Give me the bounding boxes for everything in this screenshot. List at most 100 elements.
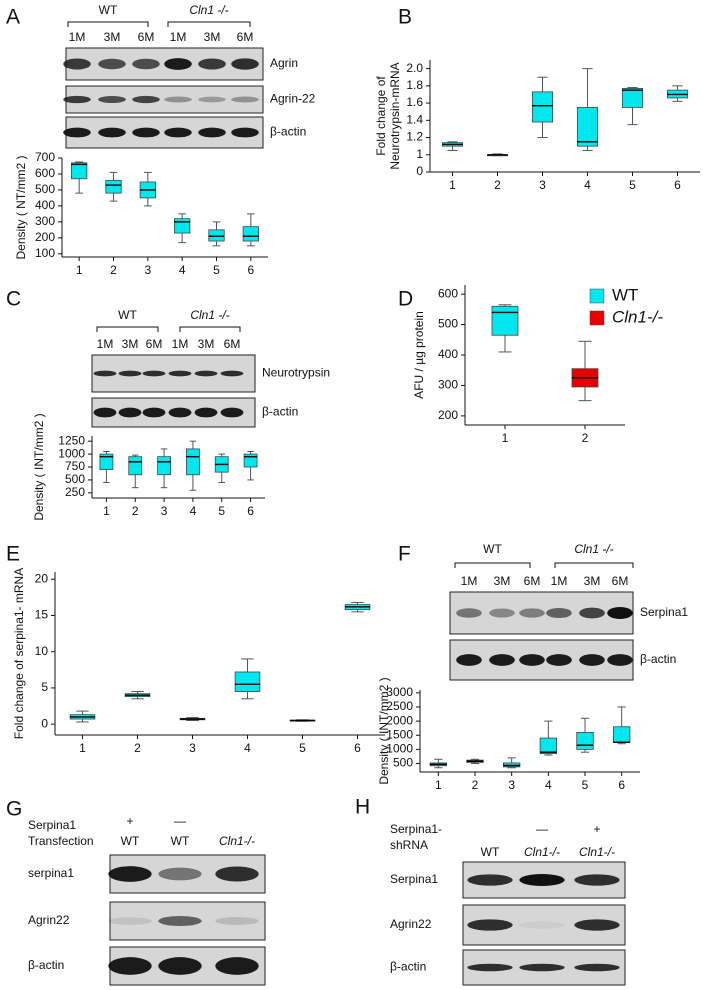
blot-band xyxy=(164,127,192,138)
blot-band xyxy=(132,127,160,138)
x-tick-label: 5 xyxy=(629,178,636,192)
y-tick-label: 1.8 xyxy=(406,78,423,92)
x-tick-label: 5 xyxy=(213,263,220,277)
y-tick-label: 250 xyxy=(65,485,85,499)
x-tick-label: 2 xyxy=(134,741,141,755)
y-axis-label: Density ( NT/mm2 ) xyxy=(14,155,28,259)
group-bracket xyxy=(454,562,531,568)
y-tick-label: 400 xyxy=(438,347,458,361)
y-tick-label: 0 xyxy=(416,164,423,178)
x-tick-label: 4 xyxy=(179,263,186,277)
y-tick-label: 1000 xyxy=(58,446,85,460)
y-tick-label: 500 xyxy=(438,317,458,331)
y-tick-label: 100 xyxy=(35,246,55,260)
sign-label: + xyxy=(593,822,600,836)
y-tick-label: 2500 xyxy=(386,699,413,713)
x-tick-label: 6 xyxy=(247,263,254,277)
blot-band xyxy=(579,607,605,619)
x-tick-label: 6 xyxy=(247,504,254,518)
blot-band xyxy=(63,127,91,138)
y-axis-label: Fold change of xyxy=(374,76,388,156)
x-tick-label: 4 xyxy=(190,504,197,518)
y-axis-label: Density ( INT/mm2 ) xyxy=(32,413,46,520)
panel-label: D xyxy=(398,288,413,311)
y-tick-label: 2000 xyxy=(386,713,413,727)
box xyxy=(174,218,191,234)
lane-label: Cln1-/- xyxy=(579,845,615,859)
box xyxy=(613,726,631,743)
box xyxy=(621,88,644,108)
x-tick-label: 1 xyxy=(103,504,110,518)
blot-row-label: β-actin xyxy=(640,652,676,666)
lane-label: 3M xyxy=(104,30,121,44)
panel-label: E xyxy=(6,543,20,566)
x-tick-label: 1 xyxy=(449,178,456,192)
blot-band xyxy=(118,370,142,377)
blot-row-label: serpina1 xyxy=(28,866,74,880)
box xyxy=(99,453,114,470)
blot-band xyxy=(574,919,620,931)
blot-band xyxy=(198,96,226,103)
group-bracket xyxy=(179,326,241,332)
y-axis-label: AFU / µg protein xyxy=(412,311,426,399)
blot-band xyxy=(194,407,218,418)
x-tick-label: 3 xyxy=(161,504,168,518)
blot-band xyxy=(108,917,152,925)
x-tick-label: 5 xyxy=(299,741,306,755)
x-tick-label: 4 xyxy=(545,778,552,792)
x-tick-label: 4 xyxy=(244,741,251,755)
y-axis-label: Density ( INT/mm2 ) xyxy=(377,677,391,784)
legend-label: Cln1-/- xyxy=(612,307,663,326)
blot-band xyxy=(519,654,545,666)
y-tick-label: 400 xyxy=(35,198,55,212)
blot-row-label: Neurotrypsin xyxy=(262,366,330,380)
blot-band xyxy=(118,407,142,418)
box xyxy=(128,456,143,476)
blot-band xyxy=(215,917,259,925)
y-tick-label: 5 xyxy=(41,680,48,694)
y-tick-label: 0 xyxy=(41,716,48,730)
lane-label: 1M xyxy=(172,337,189,351)
blot-row-label: β-actin xyxy=(28,958,64,972)
blot-band xyxy=(220,407,244,418)
condition-label: Transfection xyxy=(28,834,94,848)
blot-band xyxy=(519,921,565,929)
sign-label: + xyxy=(126,814,133,828)
x-tick-label: 2 xyxy=(472,778,479,792)
blot-band xyxy=(467,963,513,972)
lane-label: 6M xyxy=(237,30,254,44)
blot-band xyxy=(489,608,515,618)
y-tick-label: 20 xyxy=(35,571,49,585)
blot-band xyxy=(158,915,202,927)
legend-swatch xyxy=(589,310,605,326)
group-label: Cln1 -/- xyxy=(574,542,613,556)
lane-label: 3M xyxy=(584,574,601,588)
x-tick-label: 6 xyxy=(674,178,681,192)
box xyxy=(157,456,171,476)
panel-label: G xyxy=(6,798,22,821)
condition-label: shRNA xyxy=(390,838,428,852)
x-tick-label: 3 xyxy=(508,778,515,792)
group-label: Cln1 -/- xyxy=(189,3,228,17)
lane-label: 3M xyxy=(198,337,215,351)
blot-row-label: Agrin-22 xyxy=(270,92,316,106)
panel-label: B xyxy=(398,6,412,29)
y-axis-label: Neurotrypsin-mRNA xyxy=(388,62,402,169)
y-tick-label: 1250 xyxy=(58,433,85,447)
blot-band xyxy=(132,58,160,70)
blot-band xyxy=(164,96,192,103)
condition-label: Serpina1- xyxy=(390,822,442,836)
group-bracket xyxy=(67,21,149,27)
y-tick-label: 3000 xyxy=(386,685,413,699)
blot-band xyxy=(198,127,226,138)
x-tick-label: 2 xyxy=(132,504,139,518)
blot-band xyxy=(467,919,513,931)
y-tick-label: 500 xyxy=(65,472,85,486)
blot-row-label: Agrin22 xyxy=(28,913,70,927)
blot-row-label: Serpina1 xyxy=(390,872,438,886)
x-tick-label: 4 xyxy=(584,178,591,192)
y-tick-label: 300 xyxy=(438,378,458,392)
group-bracket xyxy=(554,562,634,568)
blot-band xyxy=(467,874,513,886)
